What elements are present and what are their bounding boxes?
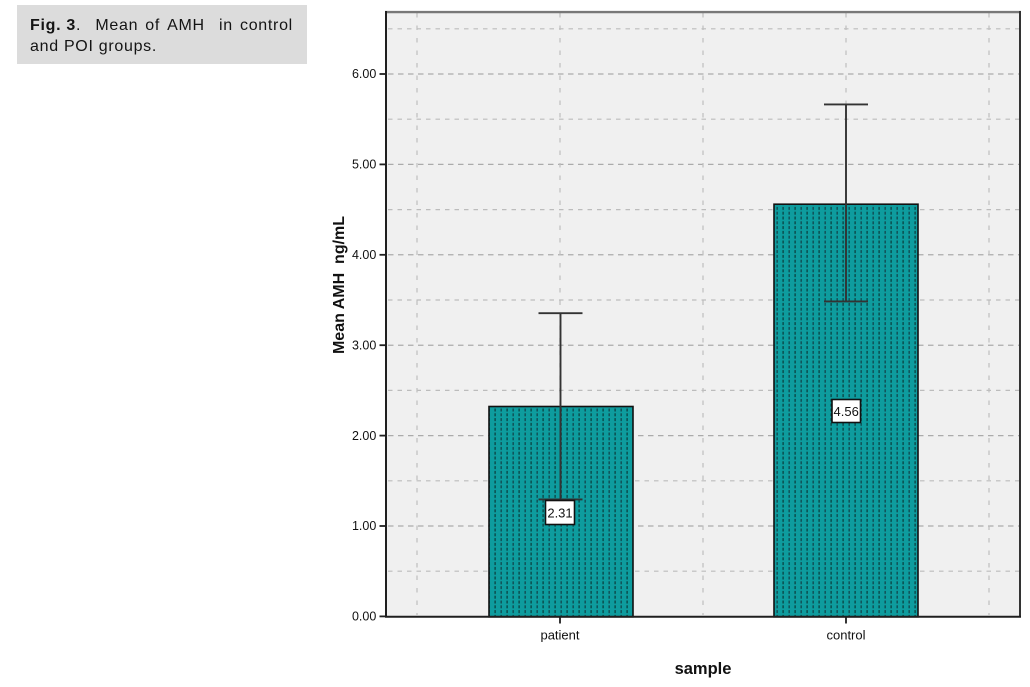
svg-text:2.31: 2.31 [547,505,572,520]
svg-text:4.00: 4.00 [352,248,376,262]
svg-text:5.00: 5.00 [352,158,376,172]
svg-text:4.56: 4.56 [834,404,859,419]
svg-text:1.00: 1.00 [352,519,376,533]
svg-text:3.00: 3.00 [352,338,376,352]
svg-text:sample: sample [675,660,732,678]
svg-text:Mean AMH ng/mL: Mean AMH ng/mL [331,216,348,354]
svg-text:patient: patient [540,628,579,643]
svg-text:0.00: 0.00 [352,610,376,624]
svg-text:control: control [826,628,865,643]
svg-text:6.00: 6.00 [352,67,376,81]
svg-text:2.00: 2.00 [352,429,376,443]
